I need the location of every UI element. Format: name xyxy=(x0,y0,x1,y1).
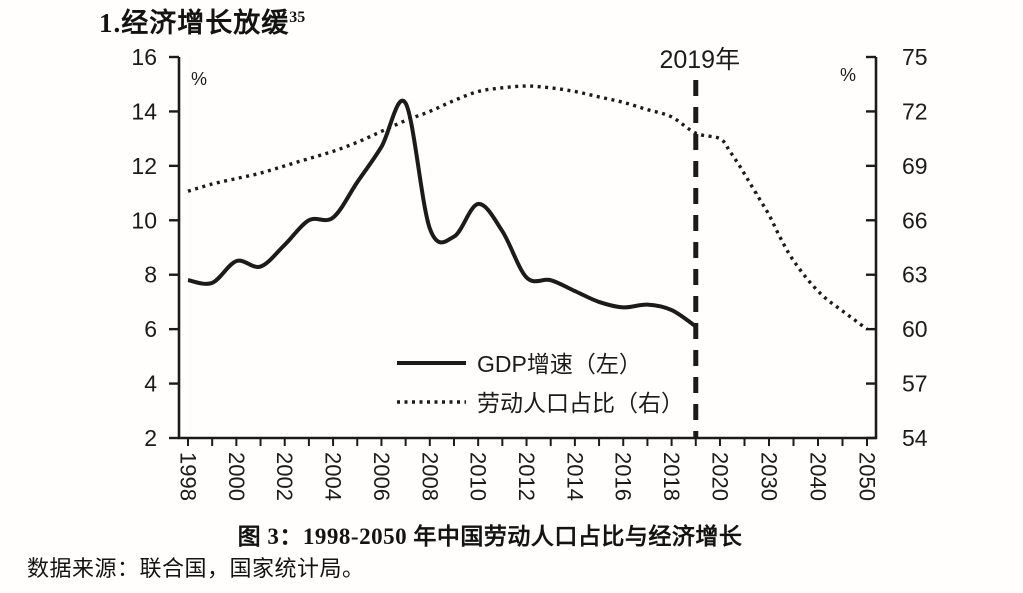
y-left-tick-label: 12 xyxy=(131,153,157,179)
labor-share-line xyxy=(187,84,869,331)
y-right-tick-label: 66 xyxy=(902,207,928,233)
x-tick-label: 2000 xyxy=(224,452,249,501)
data-source-note: 数据来源：联合国，国家统计局。 xyxy=(27,556,365,581)
annotation-label-2019: 2019年 xyxy=(659,46,740,74)
y-left-tick-label: 2 xyxy=(144,425,157,451)
section-heading-text: 1.经济增长放缓 xyxy=(99,8,290,38)
x-tick-label: 2002 xyxy=(272,452,297,501)
y-right-tick-label: 69 xyxy=(902,153,928,179)
y-left-tick-label: 8 xyxy=(144,262,157,288)
section-heading-footnote-ref: 35 xyxy=(289,9,306,26)
y-left-tick-label: 4 xyxy=(144,371,157,397)
y-right-unit-label: % xyxy=(840,65,856,85)
y-right-tick-label: 72 xyxy=(902,98,928,124)
x-tick-label: 2020 xyxy=(707,452,732,501)
x-tick-label: 2004 xyxy=(321,452,346,501)
gdp-growth-line xyxy=(187,98,697,329)
section-heading: 1.经济增长放缓35 xyxy=(99,1,305,40)
x-tick-label: 2050 xyxy=(855,452,880,501)
legend-gdp-label: GDP增速（左） xyxy=(477,351,642,377)
figure-caption: 图 3：1998-2050 年中国劳动人口占比与经济增长 xyxy=(237,524,743,549)
y-left-tick-label: 6 xyxy=(144,316,157,342)
x-tick-label: 2018 xyxy=(659,452,684,501)
x-tick-label: 1998 xyxy=(176,452,201,501)
y-right-tick-label: 75 xyxy=(902,44,928,70)
y-right-tick-label: 54 xyxy=(902,425,928,451)
x-tick-label: 2006 xyxy=(369,452,394,501)
y-left-unit-label: % xyxy=(191,69,207,89)
x-tick-label: 2014 xyxy=(562,452,587,501)
x-tick-label: 2008 xyxy=(417,452,442,501)
x-tick-label: 2030 xyxy=(757,452,782,501)
y-right-tick-label: 57 xyxy=(902,371,928,397)
x-tick-label: 2012 xyxy=(514,452,539,501)
y-right-tick-label: 60 xyxy=(902,316,928,342)
x-tick-label: 2016 xyxy=(611,452,636,501)
x-tick-label: 2010 xyxy=(466,452,491,501)
x-tick-label: 2040 xyxy=(806,452,831,501)
y-left-tick-label: 10 xyxy=(131,207,157,233)
y-right-tick-label: 63 xyxy=(902,262,928,288)
y-left-tick-label: 14 xyxy=(131,98,157,124)
y-left-tick-label: 16 xyxy=(131,44,157,70)
legend-labor-label: 劳动人口占比（右） xyxy=(477,390,684,416)
